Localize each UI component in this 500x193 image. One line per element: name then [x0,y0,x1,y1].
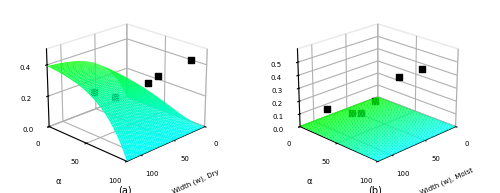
X-axis label: Width (w), Dry: Width (w), Dry [171,168,220,193]
X-axis label: Width (w), Moist: Width (w), Moist [420,167,474,193]
Title: (b): (b) [368,185,382,193]
Title: (a): (a) [118,185,132,193]
Y-axis label: α: α [56,177,61,186]
Y-axis label: α: α [306,177,312,186]
